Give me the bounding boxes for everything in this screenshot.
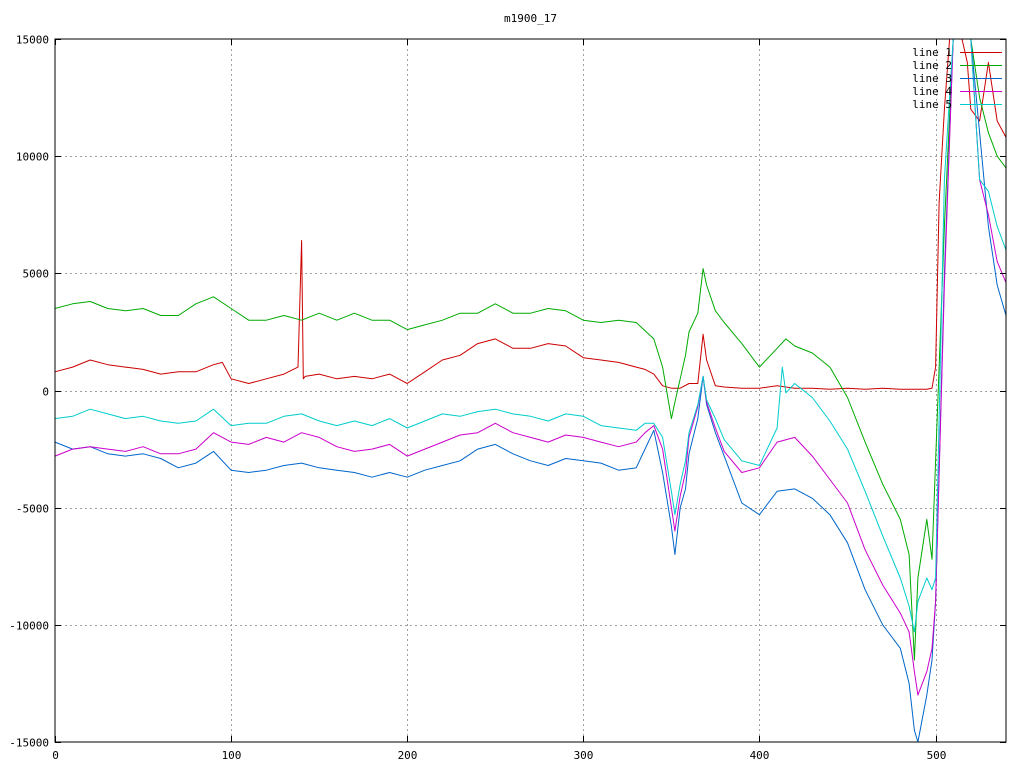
x-tick-label: 500 [927,749,947,762]
series-line-3 [54,38,1007,743]
x-tick-label: 0 [52,749,59,762]
y-tick-label: 5000 [23,268,50,281]
y-tick-label: -10000 [9,620,49,633]
legend-label-3: line 3 [912,72,952,85]
y-tick-label: 10000 [16,151,49,164]
y-tick-label: 0 [42,386,49,399]
grid-lines [55,39,1006,742]
chart-title: m1900_17 [504,12,557,25]
x-tick-label: 300 [574,749,594,762]
y-tick-label: 15000 [16,34,49,47]
legend-label-2: line 2 [912,59,952,72]
series-line-1 [54,38,1007,390]
series-group [54,38,1007,743]
plot-frame [54,38,1007,743]
legend-label-4: line 4 [912,85,952,98]
series-line-2 [54,38,1007,661]
y-tick-label: -15000 [9,737,49,750]
x-tick-label: 100 [222,749,242,762]
tick-marks [55,39,1006,743]
series-line-5 [54,38,1007,633]
tick-labels: 0 100 200 300 400 500 -15000 -10000 -5000 0 5000 10… [9,34,946,763]
y-tick-label: -5000 [16,503,49,516]
x-tick-label: 400 [750,749,770,762]
legend-label-1: line 1 [912,46,952,59]
legend-label-5: line 5 [912,98,952,111]
series-line-4 [54,38,1007,696]
x-tick-label: 200 [398,749,418,762]
